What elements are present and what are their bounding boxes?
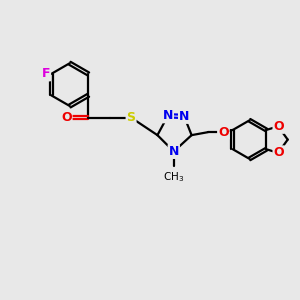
Text: S: S: [127, 111, 136, 124]
Text: N: N: [169, 145, 179, 158]
Text: F: F: [42, 68, 50, 80]
Text: O: O: [274, 146, 284, 159]
Text: N: N: [163, 109, 173, 122]
Text: O: O: [61, 111, 72, 124]
Text: CH$_3$: CH$_3$: [163, 170, 184, 184]
Text: O: O: [218, 126, 229, 139]
Text: N: N: [179, 110, 189, 123]
Text: O: O: [274, 120, 284, 133]
